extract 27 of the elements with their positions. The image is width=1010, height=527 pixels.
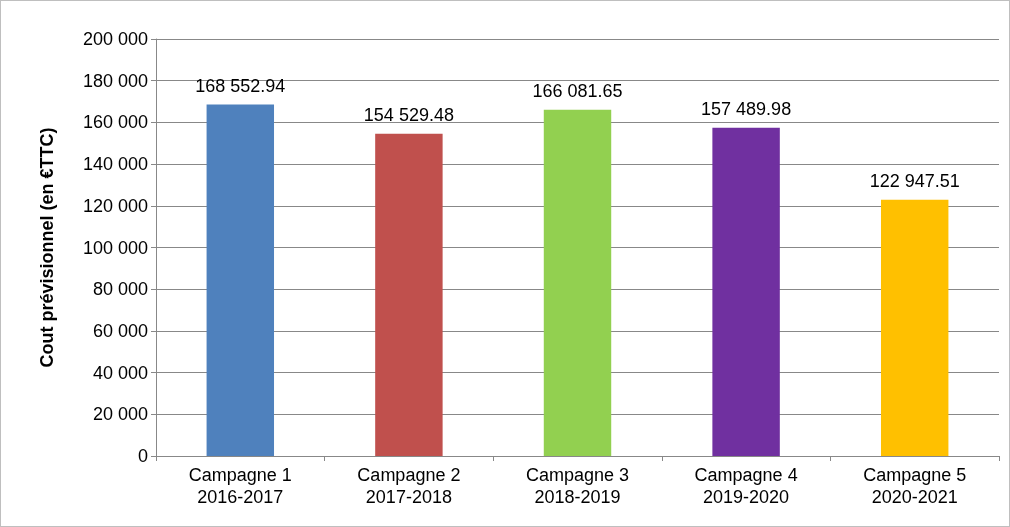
y-tick-label: 20 000 <box>92 404 148 425</box>
data-label: 168 552.94 <box>195 75 286 96</box>
x-tick-label: Campagne 2 2017-2018 <box>357 465 461 507</box>
y-tick-label: 60 000 <box>92 320 148 341</box>
y-tick-label: 140 000 <box>82 154 148 175</box>
bar <box>206 104 275 456</box>
y-tick-label: 0 <box>137 446 148 466</box>
y-tick-label: 80 000 <box>92 279 148 300</box>
data-label: 157 489.98 <box>701 98 792 119</box>
x-tick-label: Campagne 3 2018-2019 <box>525 465 630 507</box>
y-axis-title: Cout prévisionnel (en €TTC) <box>37 127 57 368</box>
y-tick-label: 120 000 <box>82 195 148 216</box>
bar <box>375 133 443 456</box>
y-tick-label: 160 000 <box>82 112 148 133</box>
x-tick-label: Campagne 4 2019-2020 <box>694 465 798 507</box>
data-label: 122 947.51 <box>869 170 960 191</box>
y-tick-label: 40 000 <box>92 362 148 383</box>
data-label: 166 081.65 <box>532 80 623 101</box>
x-tick-label: Campagne 1 2016-2017 <box>188 465 292 507</box>
y-tick-label: 180 000 <box>82 70 148 91</box>
bar <box>880 199 949 456</box>
x-tick-label: Campagne 5 2020-2021 <box>863 465 967 507</box>
bar <box>712 127 780 456</box>
y-tick-label: 100 000 <box>82 237 148 258</box>
y-tick-label: 200 000 <box>82 29 148 49</box>
data-label: 154 529.48 <box>363 104 454 125</box>
bar <box>543 109 612 456</box>
